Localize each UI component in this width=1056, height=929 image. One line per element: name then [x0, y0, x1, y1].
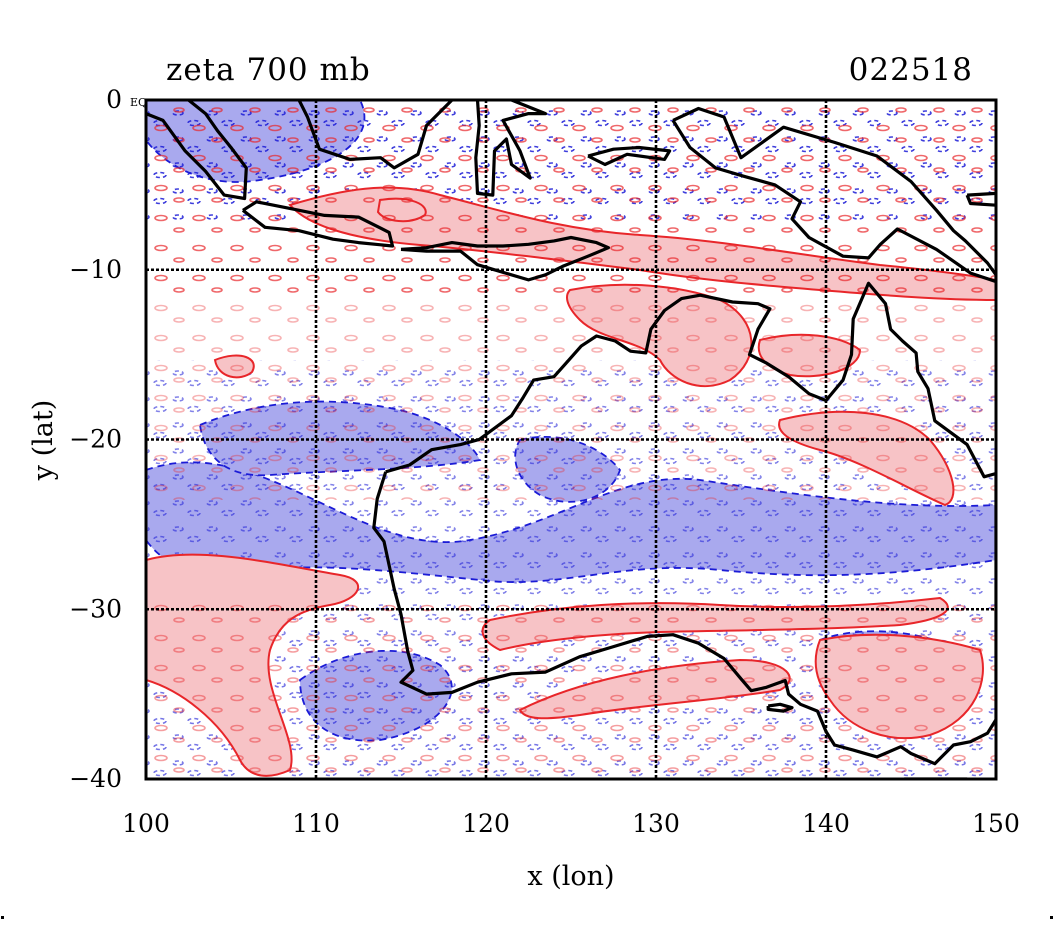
y-tick-label: 0	[106, 85, 122, 114]
coastline-kangaroo-island	[766, 702, 794, 713]
y-tick-label: −10	[69, 255, 122, 284]
x-tick-label: 150	[972, 809, 1020, 838]
chart-title: zeta 700 mb	[166, 52, 371, 88]
corner-mark-bottom-right	[1050, 916, 1053, 919]
x-tick-label: 100	[122, 809, 170, 838]
x-tick-label: 120	[462, 809, 510, 838]
x-axis-title: x (lon)	[527, 861, 614, 892]
y-tick-label: −30	[69, 594, 122, 623]
corner-mark-bottom-left	[1, 916, 4, 919]
y-tick-label: −20	[69, 425, 122, 454]
coastline-sumatra	[146, 100, 248, 201]
y-tick-label: −40	[69, 764, 122, 793]
positive-texture	[146, 100, 996, 779]
contour-field	[146, 100, 996, 779]
x-tick-labels: 100 110 120 130 140 150	[122, 809, 1020, 838]
coastline-sulawesi	[474, 100, 548, 197]
coastline-layer	[146, 100, 996, 779]
plot-frame	[144, 98, 998, 781]
x-tick-label: 130	[632, 809, 680, 838]
coastline-borneo	[297, 100, 454, 170]
y-tick-labels: 0 −10 −20 −30 −40	[69, 85, 122, 793]
chart-timestamp: 022518	[849, 52, 973, 88]
coastline-java	[241, 200, 395, 248]
coastline-new-guinea	[671, 106, 996, 284]
x-tick-label: 110	[292, 809, 340, 838]
y-axis-title: y (lat)	[28, 400, 59, 482]
coastline-new-britain	[965, 191, 996, 207]
x-tick-label: 140	[802, 809, 850, 838]
coastline-australia-mainland	[372, 281, 996, 766]
lat-lon-grid	[146, 100, 996, 779]
coastline-seram-buru	[587, 145, 672, 167]
coastline-lesser-sundas	[400, 235, 610, 282]
equator-stub-label: EQ	[130, 96, 147, 109]
